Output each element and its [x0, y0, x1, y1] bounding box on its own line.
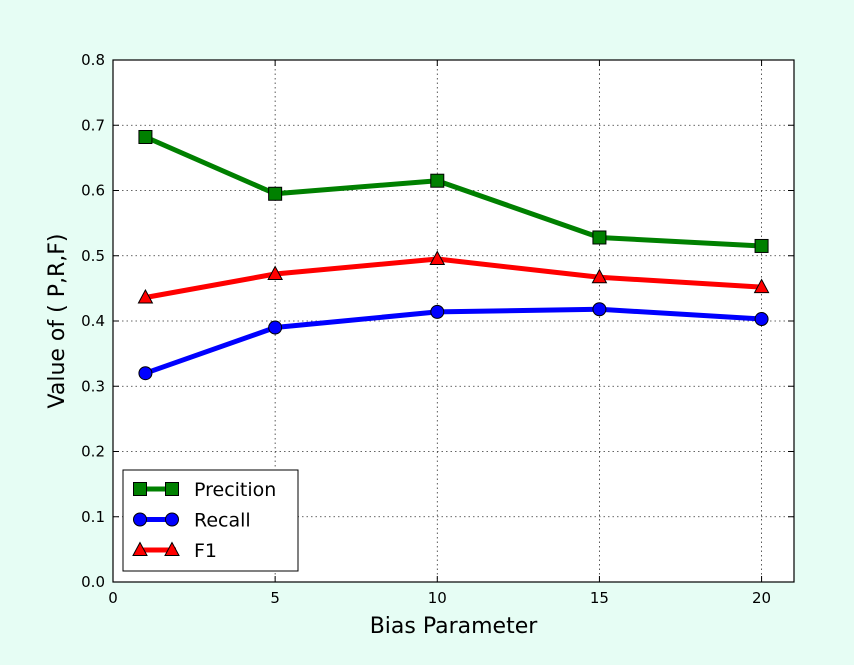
legend-marker: [133, 482, 147, 496]
data-point: [754, 238, 769, 253]
x-tick-label: 5: [270, 589, 280, 607]
y-tick-label: 0.4: [81, 312, 105, 330]
legend-label: Precition: [194, 479, 276, 501]
data-point: [592, 230, 607, 245]
data-point: [592, 302, 607, 317]
y-tick-label: 0.1: [81, 508, 105, 526]
y-tick-label: 0.3: [81, 377, 105, 395]
data-point: [429, 250, 446, 266]
legend-marker: [133, 512, 147, 527]
x-tick-label: 15: [590, 589, 609, 607]
y-tick-label: 0.0: [81, 573, 105, 591]
data-point: [137, 288, 154, 304]
axis-ticks: 0 5 10 15 20 0.0 0.1 0.2 0.3 0.4 0.5 0.6 0.7 0.8: [81, 51, 794, 607]
legend-marker: [164, 541, 180, 556]
data-point: [430, 173, 445, 188]
x-tick-label: 10: [428, 589, 447, 607]
data-point: [591, 268, 608, 284]
legend-item: F1: [132, 540, 217, 562]
legend-label: F1: [194, 540, 217, 562]
series-layer: [137, 129, 770, 381]
data-point: [267, 265, 283, 281]
legend-marker: [165, 512, 179, 527]
legend: Precition Recall F1: [122, 469, 299, 572]
data-point: [268, 320, 283, 335]
data-point: [138, 366, 153, 381]
series-precition: [138, 129, 769, 253]
legend-marker: [165, 482, 179, 496]
data-point: [430, 304, 445, 319]
plot-frame: [112, 59, 795, 583]
series-recall: [138, 302, 769, 381]
data-point: [753, 278, 770, 294]
legend-marker: [132, 541, 148, 556]
x-tick-label: 20: [752, 589, 771, 607]
series-f1: [137, 250, 770, 304]
y-tick-label: 0.2: [81, 443, 105, 461]
y-tick-label: 0.6: [81, 182, 105, 200]
legend-item: Recall: [133, 510, 251, 532]
data-point: [268, 186, 283, 201]
data-point: [138, 129, 153, 144]
legend-item: Precition: [133, 479, 276, 501]
y-tick-label: 0.7: [81, 116, 105, 134]
legend-label: Recall: [194, 510, 251, 532]
data-point: [754, 312, 769, 327]
x-tick-label: 0: [108, 589, 118, 607]
y-tick-label: 0.5: [81, 247, 105, 265]
y-tick-label: 0.8: [81, 51, 105, 69]
x-axis-label: Bias Parameter: [370, 614, 539, 639]
y-axis-label: Value of ( P,R,F): [45, 234, 70, 409]
